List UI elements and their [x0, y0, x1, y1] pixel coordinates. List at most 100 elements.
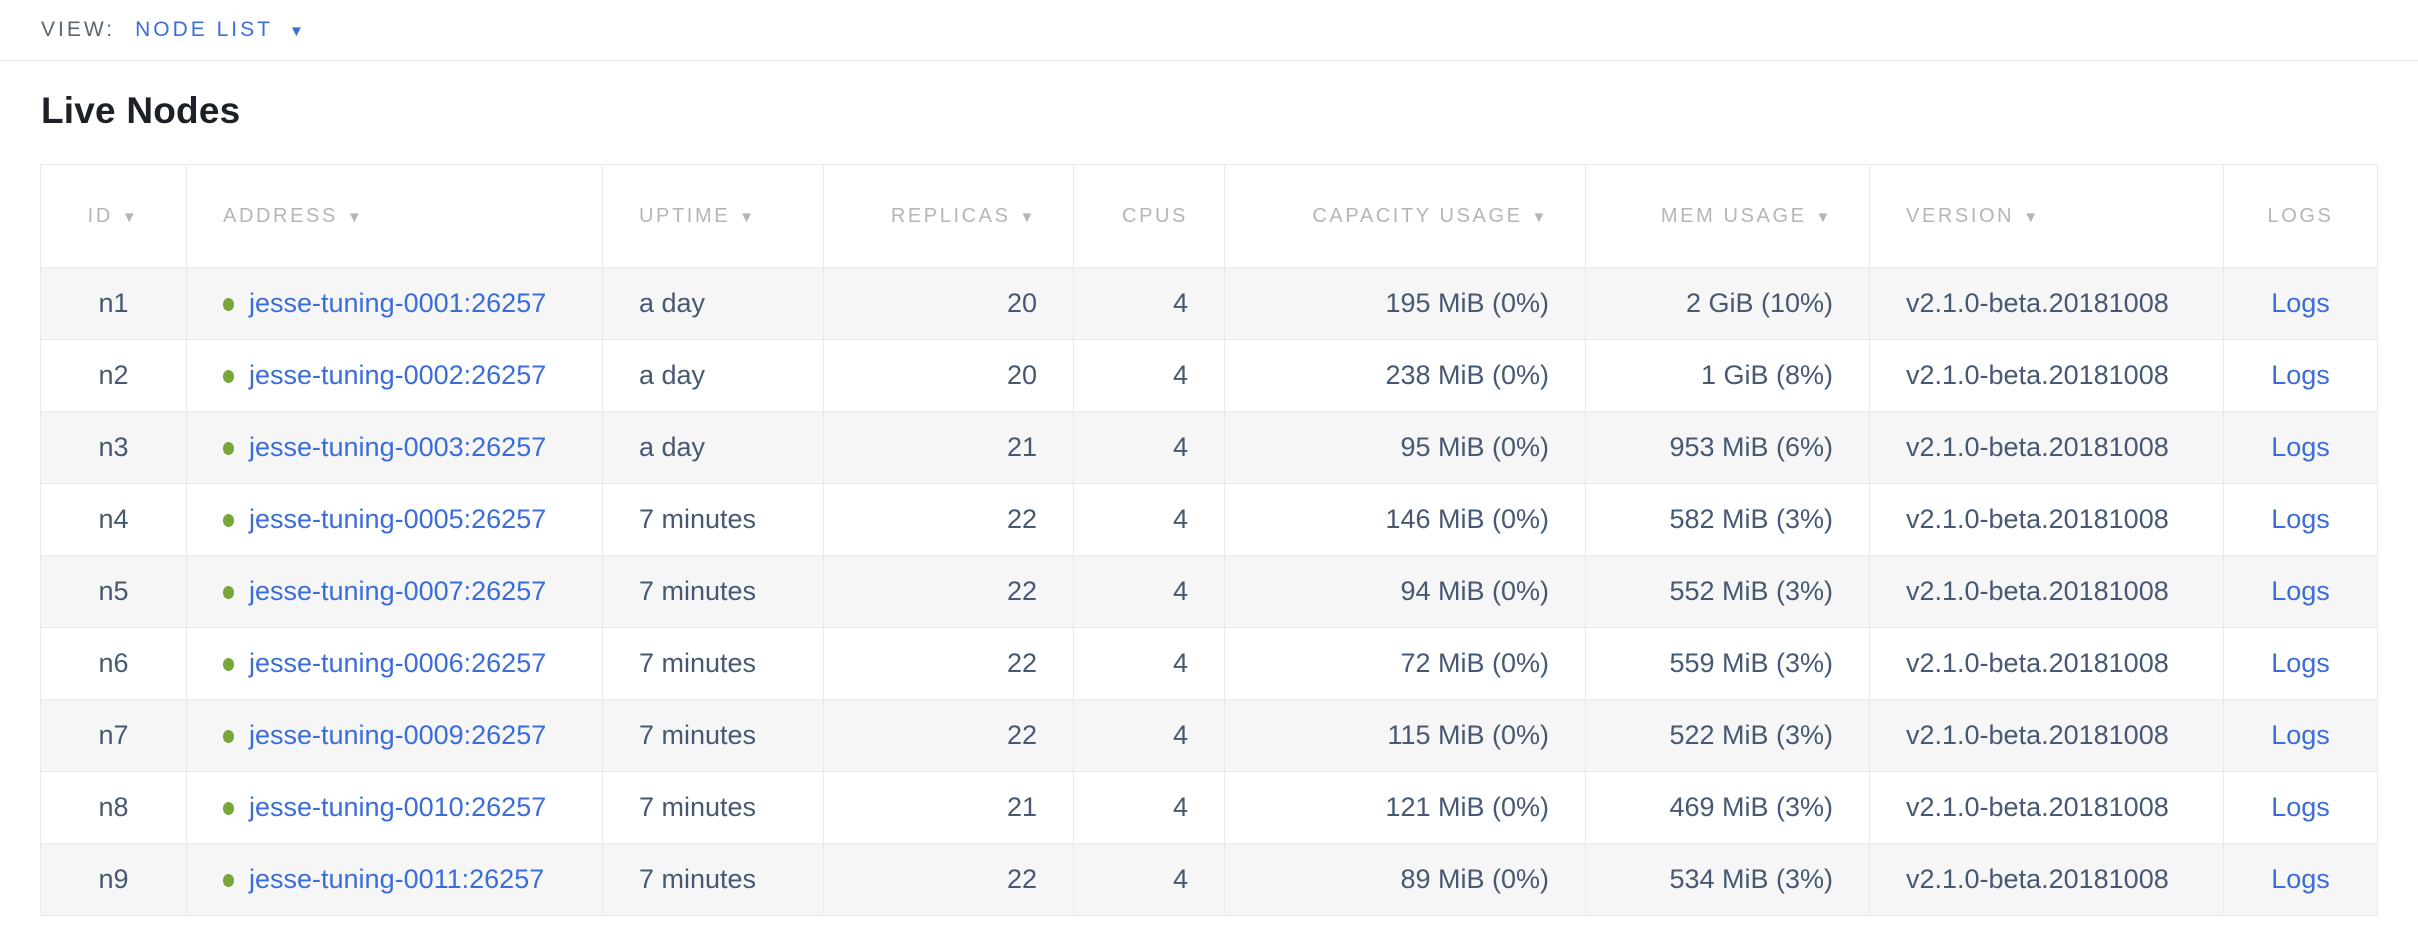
node-address-link[interactable]: jesse-tuning-0011:26257: [249, 864, 545, 894]
node-logs-link[interactable]: Logs: [2271, 360, 2330, 390]
view-bar: VIEW: NODE LIST ▼: [0, 0, 2418, 61]
cell-version: v2.1.0-beta.20181008: [1869, 555, 2224, 628]
view-dropdown[interactable]: NODE LIST ▼: [135, 18, 304, 42]
cell-replicas: 20: [823, 267, 1074, 340]
node-address-link[interactable]: jesse-tuning-0002:26257: [249, 360, 547, 390]
cell-uptime: a day: [602, 411, 824, 484]
node-logs-link[interactable]: Logs: [2271, 504, 2330, 534]
cell-cpus: 4: [1073, 771, 1225, 844]
node-logs-link[interactable]: Logs: [2271, 720, 2330, 750]
cell-id: n2: [40, 339, 187, 412]
column-header-capacity[interactable]: CAPACITY USAGE ▼: [1224, 164, 1586, 268]
node-address-link[interactable]: jesse-tuning-0003:26257: [249, 432, 547, 462]
cell-capacity: 146 MiB (0%): [1224, 483, 1586, 556]
cell-mem: 953 MiB (6%): [1585, 411, 1870, 484]
column-header-replicas[interactable]: REPLICAS ▼: [823, 164, 1074, 268]
cell-capacity: 72 MiB (0%): [1224, 627, 1586, 700]
cell-cpus: 4: [1073, 555, 1225, 628]
table-row: n7 jesse-tuning-0009:26257 7 minutes 22 4 115…: [40, 699, 2378, 772]
cell-logs: Logs: [2223, 843, 2378, 916]
cell-mem: 534 MiB (3%): [1585, 843, 1870, 916]
cell-logs: Logs: [2223, 267, 2378, 340]
node-address-link[interactable]: jesse-tuning-0005:26257: [249, 504, 547, 534]
cell-id: n1: [40, 267, 187, 340]
cell-capacity: 195 MiB (0%): [1224, 267, 1586, 340]
cell-uptime: 7 minutes: [602, 483, 824, 556]
cell-version: v2.1.0-beta.20181008: [1869, 267, 2224, 340]
cell-id: n8: [40, 771, 187, 844]
cell-version: v2.1.0-beta.20181008: [1869, 483, 2224, 556]
column-header-version[interactable]: VERSION ▼: [1869, 164, 2224, 268]
cell-mem: 559 MiB (3%): [1585, 627, 1870, 700]
cell-uptime: 7 minutes: [602, 627, 824, 700]
column-header-label: MEM USAGE: [1660, 204, 1807, 227]
table-header-row: ID ▼ ADDRESS ▼ UPTIME ▼ REPLICAS ▼ CPUS CAPACITY …: [40, 164, 2378, 268]
cell-capacity: 94 MiB (0%): [1224, 555, 1586, 628]
node-live-dot-icon: [223, 874, 234, 887]
table-row: n4 jesse-tuning-0005:26257 7 minutes 22 4 146…: [40, 483, 2378, 556]
cell-cpus: 4: [1073, 627, 1225, 700]
node-live-dot-icon: [223, 586, 234, 599]
node-address-link[interactable]: jesse-tuning-0009:26257: [249, 720, 547, 750]
cell-version: v2.1.0-beta.20181008: [1869, 699, 2224, 772]
cell-id: n5: [40, 555, 187, 628]
cell-id: n3: [40, 411, 187, 484]
cell-capacity: 115 MiB (0%): [1224, 699, 1586, 772]
cell-address: jesse-tuning-0007:26257: [186, 555, 603, 628]
cell-mem: 2 GiB (10%): [1585, 267, 1870, 340]
cell-logs: Logs: [2223, 411, 2378, 484]
node-live-dot-icon: [223, 442, 234, 455]
cell-mem: 522 MiB (3%): [1585, 699, 1870, 772]
cell-replicas: 21: [823, 411, 1074, 484]
cell-capacity: 89 MiB (0%): [1224, 843, 1586, 916]
cell-address: jesse-tuning-0006:26257: [186, 627, 603, 700]
node-live-dot-icon: [223, 370, 234, 383]
cell-cpus: 4: [1073, 267, 1225, 340]
column-header-label: CAPACITY USAGE: [1312, 204, 1523, 227]
sort-desc-icon: ▼: [1815, 208, 1833, 226]
table-row: n6 jesse-tuning-0006:26257 7 minutes 22 4 72 …: [40, 627, 2378, 700]
view-label: VIEW:: [41, 18, 116, 41]
cell-address: jesse-tuning-0001:26257: [186, 267, 603, 340]
column-header-label: LOGS: [2267, 204, 2334, 227]
cell-mem: 469 MiB (3%): [1585, 771, 1870, 844]
cell-address: jesse-tuning-0005:26257: [186, 483, 603, 556]
cell-version: v2.1.0-beta.20181008: [1869, 843, 2224, 916]
column-header-uptime[interactable]: UPTIME ▼: [602, 164, 824, 268]
cell-address: jesse-tuning-0010:26257: [186, 771, 603, 844]
cell-capacity: 121 MiB (0%): [1224, 771, 1586, 844]
cell-mem: 582 MiB (3%): [1585, 483, 1870, 556]
node-live-dot-icon: [223, 730, 234, 743]
live-nodes-table: ID ▼ ADDRESS ▼ UPTIME ▼ REPLICAS ▼ CPUS CAPACITY …: [40, 164, 2378, 916]
column-header-id[interactable]: ID ▼: [40, 164, 187, 268]
node-address-link[interactable]: jesse-tuning-0010:26257: [249, 792, 547, 822]
node-logs-link[interactable]: Logs: [2271, 288, 2330, 318]
node-live-dot-icon: [223, 658, 234, 671]
node-logs-link[interactable]: Logs: [2271, 864, 2330, 894]
node-address-link[interactable]: jesse-tuning-0001:26257: [249, 288, 547, 318]
table-row: n9 jesse-tuning-0011:26257 7 minutes 22 4 89 …: [40, 843, 2378, 916]
cell-uptime: 7 minutes: [602, 771, 824, 844]
node-address-link[interactable]: jesse-tuning-0006:26257: [249, 648, 547, 678]
cell-uptime: a day: [602, 339, 824, 412]
column-header-address[interactable]: ADDRESS ▼: [186, 164, 603, 268]
node-logs-link[interactable]: Logs: [2271, 576, 2330, 606]
column-header-label: REPLICAS: [890, 204, 1011, 227]
sort-desc-icon: ▼: [1019, 208, 1037, 226]
column-header-mem[interactable]: MEM USAGE ▼: [1585, 164, 1870, 268]
column-header-label: ID: [87, 204, 113, 227]
cell-uptime: 7 minutes: [602, 843, 824, 916]
node-address-link[interactable]: jesse-tuning-0007:26257: [249, 576, 547, 606]
cell-version: v2.1.0-beta.20181008: [1869, 771, 2224, 844]
cell-version: v2.1.0-beta.20181008: [1869, 411, 2224, 484]
cell-uptime: 7 minutes: [602, 699, 824, 772]
column-header-label: CPUS: [1122, 204, 1188, 227]
cell-address: jesse-tuning-0003:26257: [186, 411, 603, 484]
table-row: n3 jesse-tuning-0003:26257 a day 21 4 95 MiB …: [40, 411, 2378, 484]
node-logs-link[interactable]: Logs: [2271, 432, 2330, 462]
cell-logs: Logs: [2223, 699, 2378, 772]
cell-cpus: 4: [1073, 411, 1225, 484]
node-logs-link[interactable]: Logs: [2271, 648, 2330, 678]
node-logs-link[interactable]: Logs: [2271, 792, 2330, 822]
cell-version: v2.1.0-beta.20181008: [1869, 339, 2224, 412]
